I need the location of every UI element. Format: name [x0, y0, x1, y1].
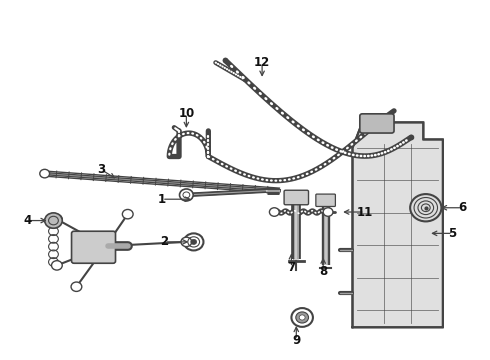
Circle shape [51, 261, 62, 270]
Circle shape [51, 215, 62, 224]
Circle shape [40, 169, 49, 178]
Text: 3: 3 [97, 163, 105, 176]
Text: 11: 11 [357, 206, 373, 219]
Polygon shape [352, 122, 443, 327]
Text: 1: 1 [158, 193, 166, 206]
FancyBboxPatch shape [316, 194, 335, 207]
Circle shape [296, 312, 309, 323]
FancyBboxPatch shape [284, 190, 309, 205]
Text: 7: 7 [287, 261, 295, 274]
Text: 8: 8 [319, 265, 327, 278]
Circle shape [323, 208, 333, 216]
Text: 12: 12 [254, 56, 270, 69]
Circle shape [184, 233, 203, 251]
Circle shape [270, 208, 279, 216]
Circle shape [181, 237, 192, 247]
FancyBboxPatch shape [72, 231, 116, 263]
Circle shape [191, 239, 196, 244]
Text: 9: 9 [292, 334, 300, 347]
Circle shape [122, 210, 133, 219]
Text: 6: 6 [458, 201, 466, 214]
Circle shape [410, 194, 441, 221]
Circle shape [179, 189, 193, 201]
Text: 2: 2 [160, 235, 169, 248]
Text: 10: 10 [178, 107, 195, 120]
Circle shape [71, 282, 82, 292]
FancyBboxPatch shape [360, 114, 394, 133]
Text: 4: 4 [24, 214, 32, 227]
Text: 5: 5 [448, 227, 457, 240]
Circle shape [299, 315, 305, 320]
Circle shape [45, 213, 62, 228]
Circle shape [292, 308, 313, 327]
